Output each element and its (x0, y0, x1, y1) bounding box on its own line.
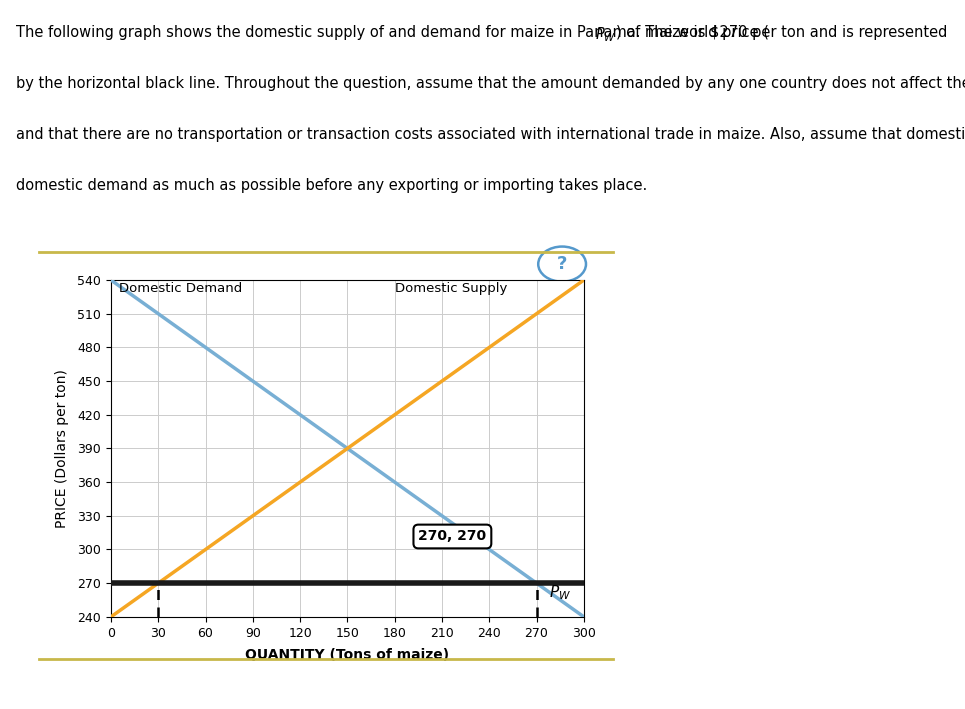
Text: $P_W$: $P_W$ (549, 584, 571, 603)
Text: $P_W$: $P_W$ (595, 25, 617, 43)
Text: and that there are no transportation or transaction costs associated with intern: and that there are no transportation or … (16, 127, 965, 142)
Y-axis label: PRICE (Dollars per ton): PRICE (Dollars per ton) (55, 369, 69, 528)
Text: by the horizontal black line. Throughout the question, assume that the amount de: by the horizontal black line. Throughout… (16, 76, 965, 91)
Text: 270, 270: 270, 270 (418, 530, 486, 544)
Text: The following graph shows the domestic supply of and demand for maize in Panama.: The following graph shows the domestic s… (16, 25, 769, 40)
Text: ?: ? (557, 255, 567, 273)
Text: Domestic Demand: Domestic Demand (119, 282, 242, 296)
Text: domestic demand as much as possible before any exporting or importing takes plac: domestic demand as much as possible befo… (16, 178, 648, 193)
X-axis label: QUANTITY (Tons of maize): QUANTITY (Tons of maize) (245, 648, 450, 662)
Text: ) of maize is $270 per ton and is represented: ) of maize is $270 per ton and is repres… (616, 25, 947, 40)
Text: Domestic Supply: Domestic Supply (395, 282, 507, 296)
